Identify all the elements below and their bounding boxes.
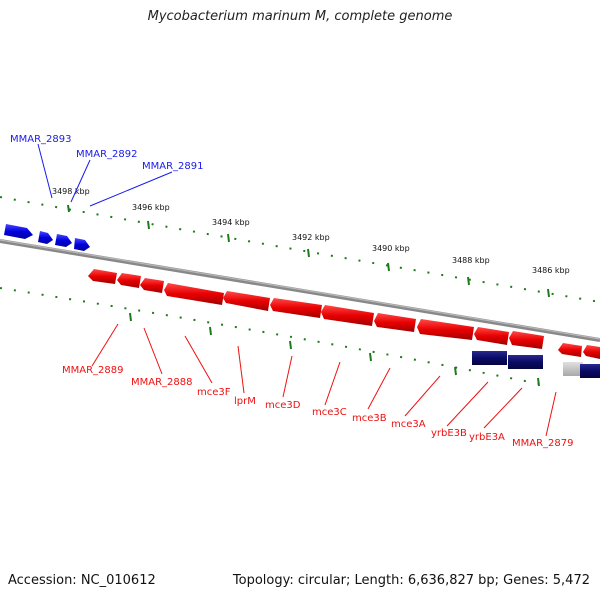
label-mmar-2889: MMAR_2889 [62, 365, 124, 376]
gene-yrbe3a[interactable] [474, 327, 509, 345]
forward-leaders [37, 143, 173, 207]
label-mmar-2891: MMAR_2891 [142, 161, 204, 172]
feature-box-1[interactable] [472, 351, 507, 365]
genome-backbone [0, 239, 600, 342]
gene-mce3b[interactable] [321, 305, 374, 326]
tick-label-3488: 3488 kbp [452, 256, 490, 265]
gene-mmar-2888[interactable] [117, 273, 141, 288]
tick-label-3492: 3492 kbp [292, 233, 330, 242]
gene-lprm[interactable] [164, 283, 224, 305]
outer-major-ticks [67, 204, 550, 298]
reverse-leaders [91, 323, 557, 437]
tick-label-3486: 3486 kbp [532, 266, 570, 275]
gene-mce3d[interactable] [223, 291, 270, 311]
tick-label-3494: 3494 kbp [212, 218, 250, 227]
feature-box-2[interactable] [508, 355, 543, 369]
feature-box-grey[interactable] [563, 362, 583, 376]
gene-mce3a[interactable] [374, 313, 416, 332]
gene-right-edge-2[interactable] [583, 345, 600, 359]
tick-label-3496: 3496 kbp [132, 203, 170, 212]
label-mmar-2888: MMAR_2888 [131, 377, 193, 388]
inner-major-ticks [129, 312, 540, 387]
genome-summary-text: Topology: circular; Length: 6,636,827 bp… [232, 573, 590, 588]
label-lprm: lprM [234, 396, 256, 407]
map-title: Mycobacterium marinum M, complete genome [147, 9, 453, 24]
reverse-genes [88, 269, 600, 359]
label-yrbe3b: yrbE3B [431, 428, 467, 439]
feature-box-3[interactable] [580, 364, 600, 378]
label-mce3c: mce3C [312, 407, 347, 418]
gene-yrbe3b[interactable] [417, 319, 474, 340]
gene-mmar-2891[interactable] [55, 234, 72, 247]
other-features [472, 351, 600, 378]
gene-right-edge-1[interactable] [558, 343, 582, 357]
gene-mmar-2892[interactable] [38, 231, 53, 244]
tick-label-3490: 3490 kbp [372, 244, 410, 253]
gene-mmar-2889[interactable] [88, 269, 117, 284]
gene-mce3f[interactable] [140, 278, 164, 293]
gene-mmar-2893[interactable] [4, 224, 33, 239]
forward-genes [4, 224, 90, 251]
gene-forward-small[interactable] [74, 238, 90, 251]
accession-text: Accession: NC_010612 [8, 573, 156, 588]
label-mmar-2893: MMAR_2893 [10, 134, 72, 145]
label-mce3a: mce3A [391, 419, 426, 430]
label-mce3f: mce3F [197, 387, 231, 398]
label-mce3b: mce3B [352, 413, 387, 424]
outer-tick-track [0, 196, 600, 303]
label-mce3d: mce3D [265, 400, 301, 411]
tick-label-3498: 3498 kbp [52, 187, 90, 196]
label-mmar-2879: MMAR_2879 [512, 438, 574, 449]
label-mmar-2892: MMAR_2892 [76, 149, 138, 160]
gene-mce3c[interactable] [270, 298, 322, 318]
label-yrbe3a: yrbE3A [469, 432, 505, 443]
gene-mmar-2879[interactable] [509, 331, 544, 349]
